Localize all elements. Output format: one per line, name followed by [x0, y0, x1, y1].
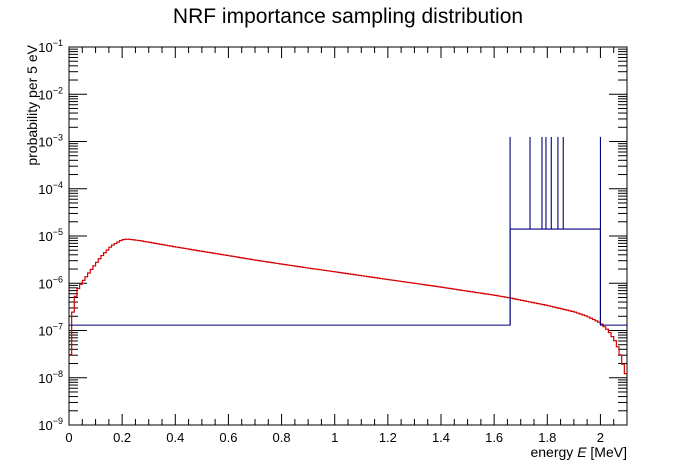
x-axis-label-prefix: energy: [530, 444, 577, 460]
y-tick-exponent: −8: [53, 369, 63, 379]
y-tick-base: 10: [38, 229, 52, 244]
y-tick-label: 10−3: [38, 133, 63, 150]
y-tick-base: 10: [38, 418, 52, 433]
y-tick-base: 10: [38, 324, 52, 339]
y-tick-label: 10−6: [38, 274, 63, 291]
chart-title: NRF importance sampling distribution: [173, 5, 523, 28]
x-tick-label: 0.8: [273, 430, 291, 445]
y-tick-label: 10−7: [38, 322, 63, 339]
y-tick-exponent: −5: [53, 227, 63, 237]
x-tick-label: 0.6: [219, 430, 237, 445]
y-tick-label: 10−1: [38, 38, 63, 55]
y-tick-exponent: −3: [53, 133, 63, 143]
y-tick-label: 10−2: [38, 85, 63, 102]
y-tick-exponent: −7: [53, 322, 63, 332]
x-tick-label: 1: [331, 430, 338, 445]
x-tick-label: 2: [597, 430, 604, 445]
x-tick-label: 0: [65, 430, 72, 445]
x-axis-label-symbol: E: [577, 444, 587, 460]
y-tick-exponent: −6: [53, 274, 63, 284]
series-red-step-curve: [69, 238, 627, 375]
x-tick-label: 0.4: [166, 430, 184, 445]
y-tick-base: 10: [38, 371, 52, 386]
x-axis-label-unit: [MeV]: [587, 444, 627, 460]
y-tick-label: 10−8: [38, 369, 63, 386]
series-blue-histogram: [69, 228, 627, 326]
y-tick-exponent: −1: [53, 38, 63, 48]
y-tick-label: 10−9: [38, 416, 63, 433]
y-tick-exponent: −9: [53, 416, 63, 426]
x-tick-label: 0.2: [113, 430, 131, 445]
y-tick-base: 10: [38, 40, 52, 55]
y-tick-label: 10−5: [38, 227, 63, 244]
y-tick-base: 10: [38, 182, 52, 197]
series-group: [69, 136, 627, 375]
x-tick-label: 1.4: [432, 430, 450, 445]
y-tick-exponent: −2: [53, 85, 63, 95]
y-tick-label: 10−4: [38, 180, 63, 197]
x-tick-label: 1.8: [538, 430, 556, 445]
x-tick-label: 1.2: [379, 430, 397, 445]
axis-ticks: [68, 46, 628, 426]
y-tick-base: 10: [38, 87, 52, 102]
y-tick-base: 10: [38, 276, 52, 291]
x-axis-label: energy E [MeV]: [530, 444, 627, 460]
y-tick-base: 10: [38, 135, 52, 150]
y-axis-label: probability per 5 eV: [24, 44, 40, 165]
tick-labels: 0 0.2 0.4 0.6 0.8 1 1.2 1.4 1.6 1.8 210−910−810−71…: [38, 38, 604, 445]
y-tick-exponent: −4: [53, 180, 63, 190]
x-tick-label: 1.6: [485, 430, 503, 445]
